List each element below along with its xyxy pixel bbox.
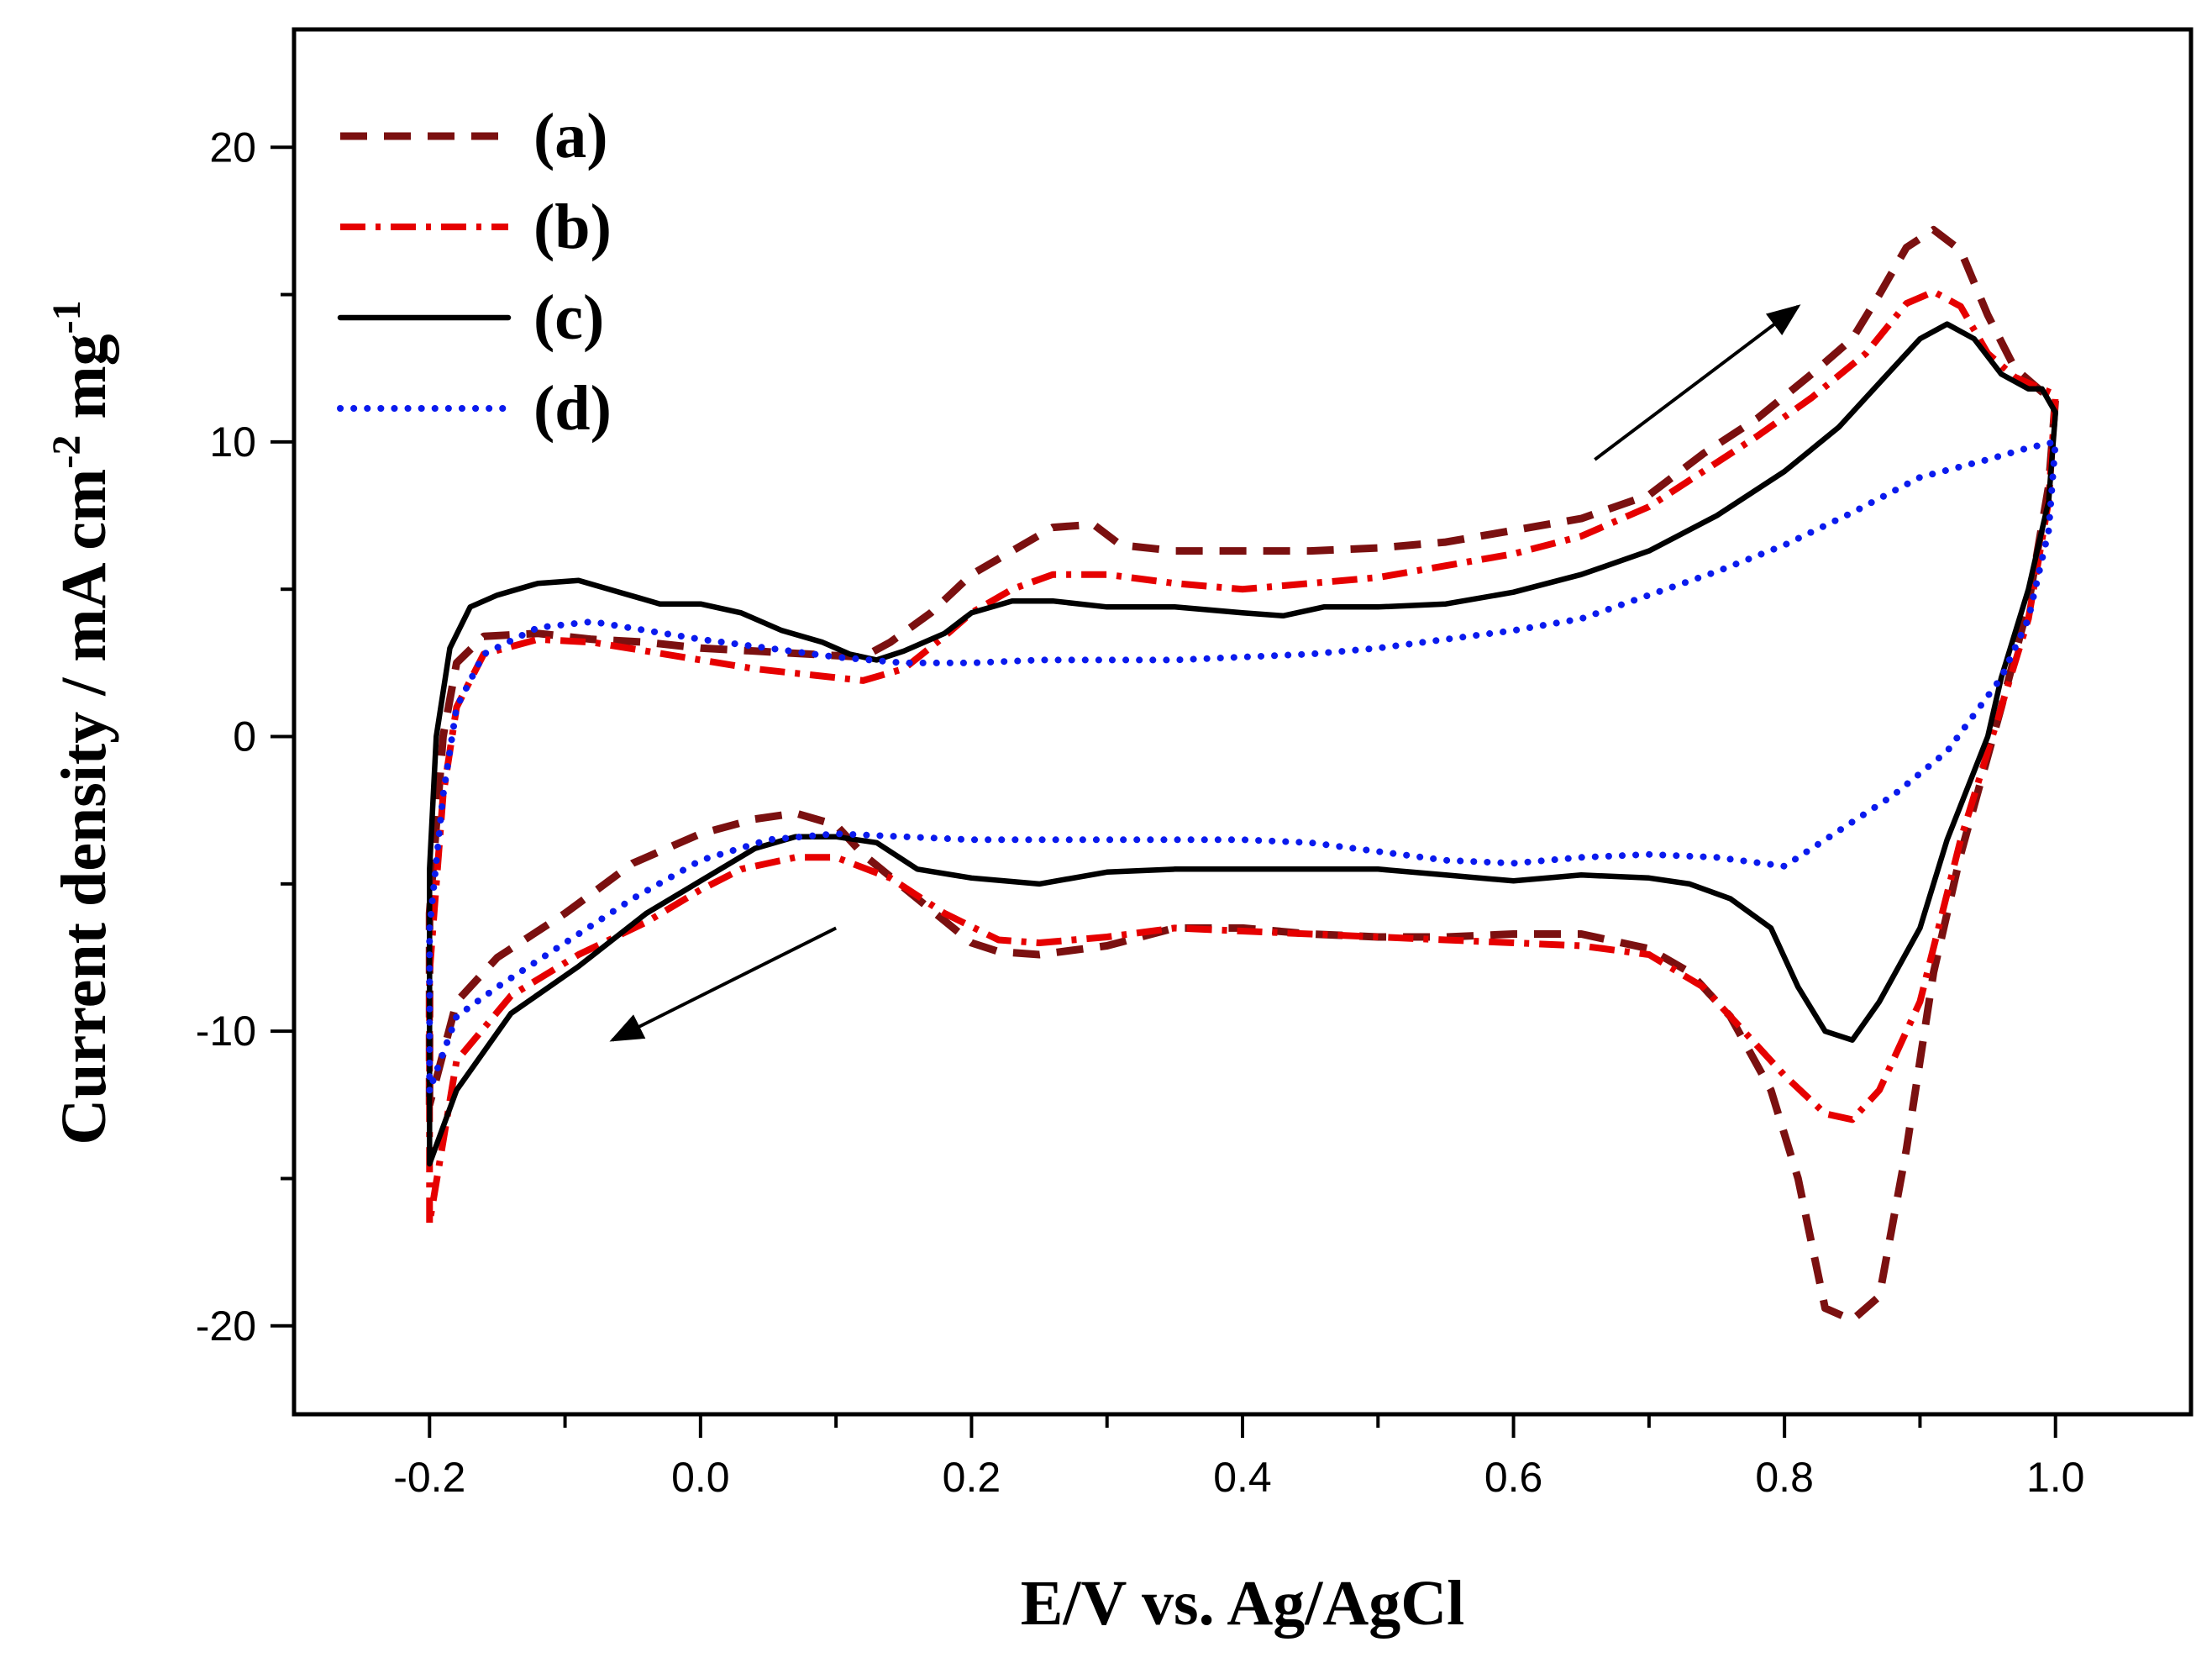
- x-tick-label: 0.8: [1755, 1454, 1814, 1501]
- legend-label: (c): [533, 282, 604, 353]
- series-line-d: [426, 438, 2059, 1094]
- legend: (a) (b) (c) (d): [337, 101, 612, 444]
- x-tick-label: 0.2: [943, 1454, 1001, 1501]
- x-tick-label: 0.6: [1484, 1454, 1543, 1501]
- series-line-b: [426, 288, 2059, 1224]
- x-axis-title: E/V vs. Ag/AgCl: [1021, 1568, 1465, 1639]
- y-tick-label: -20: [196, 1303, 256, 1350]
- y-axis-title-sup: -1: [45, 300, 89, 334]
- reverse-scan-arrow: [609, 926, 838, 1042]
- annotation-layer: [609, 304, 1801, 1042]
- y-tick-label: 20: [209, 124, 256, 171]
- legend-label: (b): [533, 192, 612, 262]
- y-tick-label: 0: [233, 713, 256, 760]
- ticks-layer: -0.2 0.0 0.2 0.4 0.6 0.8 1.0 -20 -10 0 10 20: [196, 124, 2085, 1501]
- x-tick-label: 0.0: [671, 1454, 730, 1501]
- series-layer: [425, 225, 2060, 1324]
- y-tick-label: 10: [209, 418, 256, 466]
- y-axis-title-part: mg: [49, 334, 119, 434]
- x-tick-label: 0.4: [1213, 1454, 1272, 1501]
- x-tick-label: -0.2: [393, 1454, 465, 1501]
- legend-label: (a): [533, 101, 608, 171]
- y-axis-title-sup: -2: [45, 435, 89, 469]
- y-tick-label: -10: [196, 1008, 256, 1055]
- y-axis-title: Current density / mA cm-2 mg-1: [45, 300, 119, 1145]
- series-line-a: [425, 225, 2060, 1324]
- x-tick-label: 1.0: [2026, 1454, 2085, 1501]
- y-axis-title-part: Current density / mA cm: [49, 469, 119, 1145]
- forward-scan-arrow: [1594, 304, 1801, 461]
- legend-label: (d): [533, 373, 612, 444]
- series-line-c: [427, 321, 2058, 1167]
